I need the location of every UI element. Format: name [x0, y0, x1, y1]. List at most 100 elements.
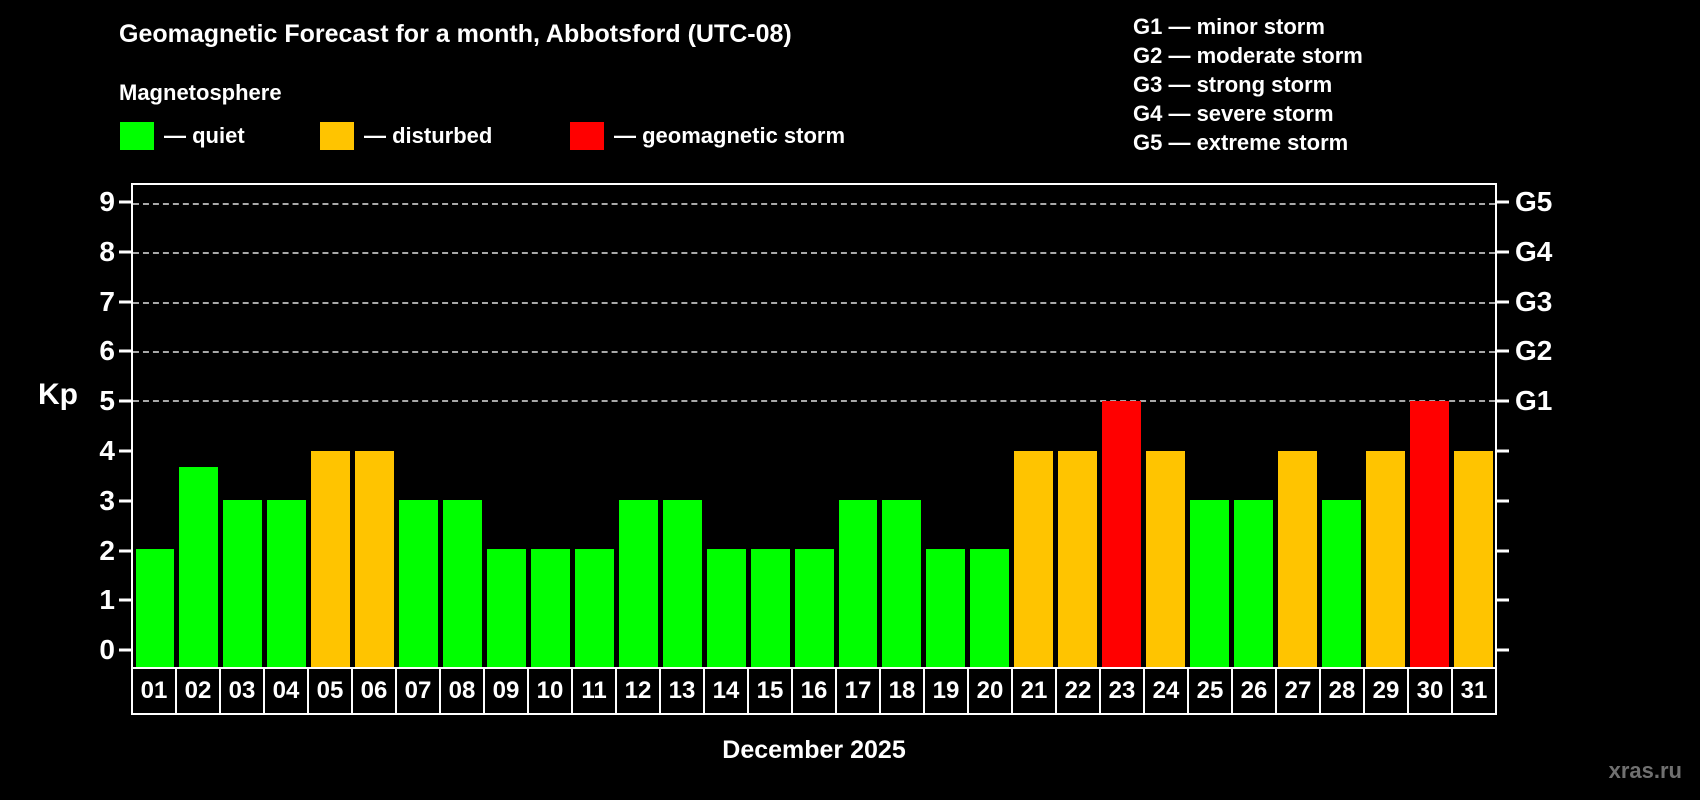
day-label-05: 05: [309, 669, 353, 713]
bar-day-08-kp-3: [443, 500, 482, 667]
left-tick-4: [119, 449, 131, 453]
disturbed-swatch: [320, 122, 354, 150]
g-axis-label-G3: G3: [1515, 285, 1553, 317]
bar-day-17-kp-3: [838, 500, 878, 667]
day-label-22: 22: [1057, 669, 1101, 713]
left-tick-7: [119, 300, 131, 304]
y-axis-tick-labels: 0 1 2 3 4 5 6 7 8 9: [58, 183, 115, 669]
y-axis-ticks-left: [119, 183, 131, 669]
right-tick-4: [1497, 449, 1509, 453]
bar-slot-07: [397, 185, 441, 667]
right-tick-0: [1497, 648, 1509, 652]
watermark: xras.ru: [1608, 758, 1682, 783]
bar-slot-14: [704, 185, 748, 667]
left-tick-0: [119, 648, 131, 652]
x-axis-title: December 2025: [722, 736, 906, 764]
bar-slot-17: [836, 185, 880, 667]
legend-label: — geomagnetic storm: [614, 123, 846, 148]
bar-slot-21: [1012, 185, 1056, 667]
bar-slot-12: [616, 185, 660, 667]
day-label-03: 03: [221, 669, 265, 713]
bar-day-16-kp-2: [794, 549, 834, 667]
day-label-08: 08: [441, 669, 485, 713]
right-tick-1: [1497, 598, 1509, 602]
y-axis-ticks-right: [1497, 183, 1509, 669]
day-label-12: 12: [617, 669, 661, 713]
day-label-20: 20: [969, 669, 1013, 713]
bar-slot-18: [880, 185, 924, 667]
bar-day-14-kp-2: [706, 549, 746, 667]
day-label-14: 14: [705, 669, 749, 713]
day-label-23: 23: [1101, 669, 1145, 713]
bar-day-10-kp-2: [530, 549, 570, 667]
bar-day-19-kp-2: [926, 549, 966, 667]
bar-day-24-kp-4: [1146, 450, 1185, 667]
right-tick-6: [1497, 349, 1509, 353]
day-label-16: 16: [793, 669, 837, 713]
g-axis-label-G2: G2: [1515, 335, 1553, 367]
bar-slot-05: [309, 185, 353, 667]
right-tick-8: [1497, 250, 1509, 254]
left-tick-8: [119, 250, 131, 254]
bar-day-25-kp-3: [1190, 500, 1229, 667]
bar-slot-15: [748, 185, 792, 667]
bar-slot-10: [528, 185, 572, 667]
y-tick-label-9: 9: [99, 185, 115, 217]
g-scale-line: G1 — minor storm: [1133, 14, 1325, 39]
day-label-29: 29: [1365, 669, 1409, 713]
bar-day-20-kp-2: [970, 549, 1010, 667]
y-tick-label-8: 8: [99, 235, 115, 267]
legend-item-quiet: — quiet: [120, 122, 245, 150]
day-label-01: 01: [133, 669, 177, 713]
g-scale-line: G5 — extreme storm: [1133, 130, 1349, 155]
left-tick-3: [119, 499, 131, 503]
bar-slot-27: [1275, 185, 1319, 667]
g-axis-labels: G1 G2 G3 G4 G5: [1515, 183, 1595, 669]
day-label-06: 06: [353, 669, 397, 713]
bar-day-21-kp-4: [1014, 450, 1054, 667]
bar-slot-16: [792, 185, 836, 667]
bar-slot-31: [1451, 185, 1495, 667]
right-tick-2: [1497, 549, 1509, 552]
bar-slot-11: [572, 185, 616, 667]
bar-slot-23: [1100, 185, 1144, 667]
y-tick-label-4: 4: [99, 434, 115, 466]
day-label-26: 26: [1233, 669, 1277, 713]
bar-day-06-kp-4: [355, 450, 395, 667]
g-scale-legend: G1 — minor storm G2 — moderate storm G3 — …: [1133, 12, 1363, 157]
legend-label: — quiet: [164, 123, 245, 148]
day-label-13: 13: [661, 669, 705, 713]
right-tick-9: [1497, 200, 1509, 204]
y-tick-label-5: 5: [99, 385, 115, 417]
left-tick-9: [119, 200, 131, 204]
y-tick-label-2: 2: [99, 534, 115, 566]
bar-slot-20: [968, 185, 1012, 667]
chart-plot-area: [131, 183, 1497, 669]
g-scale-line: G4 — severe storm: [1133, 101, 1334, 126]
day-label-15: 15: [749, 669, 793, 713]
day-label-09: 09: [485, 669, 529, 713]
bar-slot-06: [353, 185, 397, 667]
day-label-19: 19: [925, 669, 969, 713]
left-tick-1: [119, 598, 131, 602]
bar-slot-25: [1188, 185, 1232, 667]
storm-swatch: [570, 122, 604, 150]
gridline-kp5: [133, 400, 1495, 403]
bar-day-22-kp-4: [1058, 450, 1098, 667]
bar-day-15-kp-2: [750, 549, 790, 667]
bar-day-03-kp-3: [223, 500, 263, 667]
bar-slot-19: [924, 185, 968, 667]
bar-day-13-kp-3: [662, 500, 702, 667]
bar-slot-29: [1363, 185, 1407, 667]
bar-day-11-kp-2: [574, 549, 614, 667]
g-scale-line: G3 — strong storm: [1133, 72, 1333, 97]
gridline-kp7: [133, 301, 1495, 304]
day-label-04: 04: [265, 669, 309, 713]
day-label-28: 28: [1321, 669, 1365, 713]
day-label-18: 18: [881, 669, 925, 713]
magnetosphere-label: Magnetosphere: [119, 80, 282, 105]
bar-day-07-kp-3: [399, 500, 439, 667]
bar-day-12-kp-3: [618, 500, 658, 667]
y-tick-label-0: 0: [99, 634, 115, 666]
